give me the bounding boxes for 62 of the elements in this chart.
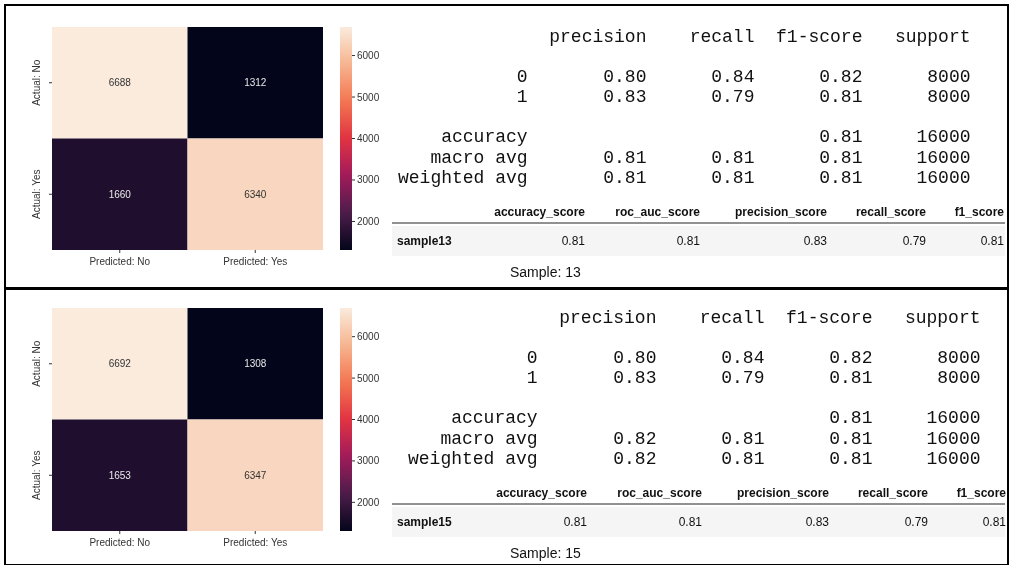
text: accuracy 0.81 16000: [398, 127, 971, 147]
text: recall_score: [855, 205, 927, 219]
y-tick-label: Actual: Yes: [31, 450, 42, 500]
color-bar-label: 5000: [357, 372, 380, 384]
text: macro avg 0.82 0.81 0.81 16000: [408, 429, 981, 449]
text: macro avg 0.81 0.81 0.81 16000: [398, 148, 971, 168]
color-bar-label: 4000: [357, 414, 380, 425]
text: precision recall f1-score support: [398, 27, 971, 47]
data-label: 6692: [108, 358, 132, 370]
color-bar-label: 3000: [357, 455, 380, 467]
text: accuracy 0.81 16000: [408, 408, 981, 428]
color-bar-label: 2000: [357, 496, 380, 508]
text: 0.81: [563, 515, 588, 529]
x-tick-label: Predicted: No: [89, 256, 151, 267]
y-tick-label: Actual: No: [31, 340, 42, 387]
data-label: 1660: [108, 188, 132, 200]
text: 0.79: [904, 515, 929, 529]
text: 0.83: [805, 515, 830, 529]
text: 1 0.83 0.79 0.81 8000: [408, 368, 981, 388]
text: 0.79: [902, 234, 927, 248]
text: f1_score: [954, 205, 1005, 219]
text: f1_score: [956, 486, 1007, 500]
color-bar-label: 6000: [357, 331, 380, 343]
y-tick-label: Actual: No: [31, 59, 42, 106]
color-bar-label: 3000: [357, 174, 380, 186]
text: 0.81: [982, 515, 1007, 529]
y-tick-label: Actual: Yes: [31, 169, 42, 219]
data-label: 1312: [244, 77, 267, 89]
x-tick-label: Predicted: No: [89, 537, 151, 548]
text: weighted avg 0.82 0.81 0.81 16000: [408, 449, 981, 469]
text: 1 0.83 0.79 0.81 8000: [398, 87, 971, 107]
color-bar-label: 2000: [357, 215, 380, 227]
text: precision_score: [736, 486, 830, 500]
text: Sample: 13: [510, 264, 582, 280]
color-bar-label: 6000: [357, 50, 380, 62]
text: weighted avg 0.81 0.81 0.81 16000: [398, 168, 971, 188]
text: 0.81: [980, 234, 1005, 248]
text: sample15: [397, 515, 453, 529]
data-label: 1308: [244, 358, 267, 370]
text: recall_score: [857, 486, 929, 500]
data-label: 6347: [244, 469, 267, 481]
text: accuracy_score: [494, 205, 586, 219]
text: 0.81: [678, 515, 703, 529]
text: precision_score: [734, 205, 828, 219]
x-tick-label: Predicted: Yes: [223, 256, 288, 267]
text: 0 0.80 0.84 0.82 8000: [408, 348, 981, 368]
text: sample13: [397, 234, 453, 248]
data-label: 1653: [108, 469, 132, 481]
color-bar-label: 4000: [357, 133, 380, 144]
data-label: 6340: [244, 188, 267, 200]
x-tick-label: Predicted: Yes: [223, 537, 288, 548]
text: roc_auc_score: [615, 205, 701, 219]
text: Sample: 15: [510, 545, 582, 561]
text: 0.81: [561, 234, 586, 248]
text: 0.81: [676, 234, 701, 248]
text: roc_auc_score: [617, 486, 703, 500]
text: 0 0.80 0.84 0.82 8000: [398, 67, 971, 87]
color-bar-label: 5000: [357, 91, 380, 103]
text: accuracy_score: [496, 486, 588, 500]
data-label: 6688: [108, 77, 132, 89]
text: precision recall f1-score support: [408, 308, 981, 328]
text: 0.83: [803, 234, 828, 248]
